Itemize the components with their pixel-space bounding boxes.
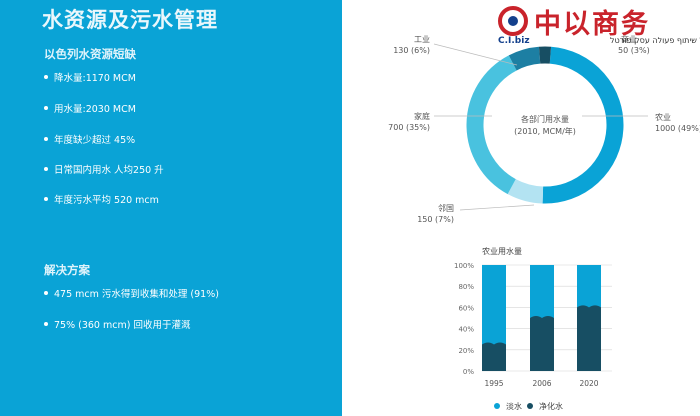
- slice-value-neighbors: 150 (7%): [417, 215, 454, 224]
- bar-fresh-water: [577, 265, 601, 308]
- legend-label-treated: 净化水: [539, 401, 563, 411]
- bar-treated-water: [530, 316, 554, 371]
- bullet-icon: [44, 291, 48, 295]
- logo-subtitle: סין וישראל שיתוף פעולה עסק פורטל: [610, 36, 700, 45]
- shortage-item: 日常国内用水 人均250 升: [44, 162, 164, 176]
- agri-water-bar-chart: 农业用水量 0% 20% 40% 60% 80% 100% 1995 2006 2020 淡水…: [454, 246, 612, 411]
- sector-water-donut-chart: 各部门用水量 (2010, MCM/年) 农业 1000 (49%) 家庭 70…: [388, 34, 700, 224]
- bullet-icon: [44, 197, 48, 201]
- shortage-item: 年度污水平均 520 mcm: [44, 192, 159, 206]
- y-tick-label: 40%: [458, 326, 474, 334]
- solutions-heading: 解决方案: [44, 263, 90, 277]
- shortage-item: 年度缺少超过 45%: [44, 132, 135, 146]
- shortage-item: 降水量:1170 MCM: [44, 70, 136, 84]
- legend-swatch-treated: [527, 403, 533, 409]
- slice-household: [466, 55, 517, 195]
- solutions-item: 475 mcm 污水得到收集和处理 (91%): [44, 286, 219, 300]
- bullet-icon: [44, 322, 48, 326]
- logo-tag: C.I.biz: [498, 36, 530, 46]
- bullet-icon: [44, 75, 48, 79]
- solutions-item: 75% (360 mcm) 回收用于灌溉: [44, 317, 190, 331]
- slice-name-commerce: 商业: [621, 34, 637, 44]
- bullet-icon: [44, 167, 48, 171]
- bullet-icon: [44, 106, 48, 110]
- donut-center-label-2: (2010, MCM/年): [514, 126, 576, 136]
- bar-treated-water: [482, 342, 506, 371]
- slice-name-industry: 工业: [414, 34, 430, 44]
- x-tick-label: 1995: [484, 379, 503, 388]
- x-tick-label: 2020: [579, 379, 598, 388]
- y-tick-label: 100%: [454, 262, 474, 270]
- slice-name-household: 家庭: [414, 111, 430, 121]
- logo-mark-icon: [498, 6, 528, 36]
- bar-treated-water: [577, 305, 601, 371]
- donut-center-label-1: 各部门用水量: [521, 114, 569, 124]
- y-tick-label: 60%: [458, 304, 474, 312]
- logo: 中以商务 C.I.biz סין וישראל שיתוף פעולה עסק …: [496, 4, 700, 50]
- bullet-icon: [44, 137, 48, 141]
- legend-swatch-fresh: [494, 403, 500, 409]
- left-panel: 水资源及污水管理 以色列水资源短缺 降水量:1170 MCM 用水量:2030 …: [0, 0, 342, 416]
- y-tick-label: 20%: [458, 347, 474, 355]
- bar-fresh-water: [530, 265, 554, 318]
- slice-value-industry: 130 (6%): [393, 46, 430, 55]
- slice-name-agriculture: 农业: [655, 112, 671, 122]
- right-panel: 各部门用水量 (2010, MCM/年) 农业 1000 (49%) 家庭 70…: [342, 0, 700, 416]
- shortage-heading: 以色列水资源短缺: [44, 47, 136, 61]
- shortage-item: 用水量:2030 MCM: [44, 101, 136, 115]
- x-tick-label: 2006: [532, 379, 551, 388]
- y-tick-label: 80%: [458, 283, 474, 291]
- logo-brand: 中以商务: [534, 9, 650, 40]
- bar-fresh-water: [482, 265, 506, 345]
- y-tick-label: 0%: [463, 368, 474, 376]
- slice-value-household: 700 (35%): [388, 123, 430, 132]
- bar-chart-title: 农业用水量: [482, 246, 522, 256]
- slice-value-agriculture: 1000 (49%): [655, 124, 700, 133]
- page-title: 水资源及污水管理: [42, 8, 218, 32]
- legend-label-fresh: 淡水: [506, 401, 522, 411]
- slice-value-commerce: 50 (3%): [618, 46, 650, 55]
- slice-industry: [508, 46, 541, 71]
- slice-name-neighbors: 邻国: [438, 203, 454, 213]
- slice-neighbors: [507, 178, 544, 204]
- slice-agriculture: [542, 46, 624, 204]
